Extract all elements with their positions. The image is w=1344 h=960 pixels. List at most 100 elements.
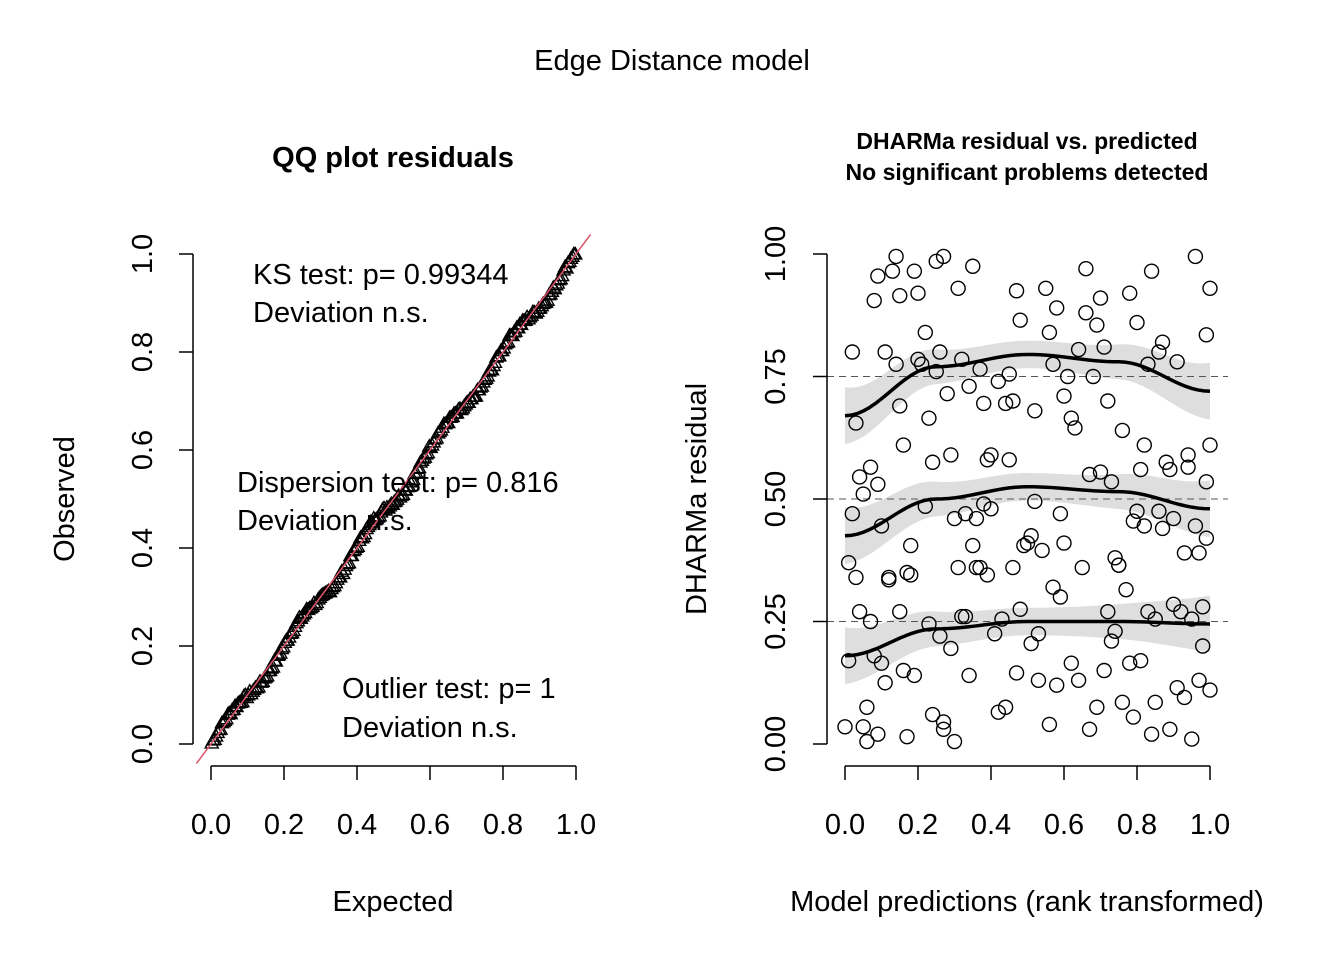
- residual-point: [979, 452, 996, 468]
- residual-point: [1125, 513, 1142, 529]
- qq-x-tick-label: 0.2: [264, 809, 304, 841]
- residual-point: [1030, 626, 1047, 642]
- residual-point: [1187, 518, 1204, 534]
- qq-y-tick-label: 0.4: [127, 528, 159, 568]
- residual-point: [892, 287, 908, 304]
- residual-point: [1169, 679, 1185, 696]
- qq-y-tick-label: 0.0: [127, 724, 159, 764]
- residual-point: [1012, 312, 1028, 328]
- residual-x-tick-label: 0.6: [1044, 809, 1084, 841]
- qq-point: [291, 609, 308, 623]
- residual-point: [1151, 503, 1167, 519]
- residual-x-tick-label: 0.2: [898, 809, 938, 841]
- residual-point: [1078, 305, 1094, 321]
- residual-x-tick-label: 0.8: [1117, 809, 1157, 841]
- quantile-curve: [844, 484, 1211, 538]
- qq-point: [212, 721, 229, 735]
- figure-title: Edge Distance model: [534, 45, 810, 77]
- residual-point: [997, 395, 1014, 412]
- residual-point: [1001, 366, 1017, 382]
- residual-point: [1114, 694, 1131, 711]
- residual-point: [1154, 334, 1171, 350]
- residual-points: [837, 248, 1218, 750]
- residual-point: [950, 559, 966, 576]
- residual-y-tick-label: 1.00: [760, 226, 792, 282]
- residual-point: [1169, 354, 1185, 370]
- residual-point: [1074, 559, 1090, 576]
- qq-y-tick-label: 0.6: [127, 430, 159, 470]
- residual-point: [1107, 550, 1123, 566]
- outlier-test-annotation: Outlier test: p= 1 Deviation n.s.: [342, 673, 556, 744]
- residual-point: [968, 510, 985, 527]
- residual-point: [1114, 422, 1131, 439]
- residual-point: [1008, 283, 1025, 299]
- residual-point: [1132, 461, 1149, 478]
- residual-point: [870, 476, 886, 492]
- residual-point: [1111, 557, 1127, 573]
- residual-point: [1202, 280, 1218, 296]
- residual-point: [1176, 545, 1193, 561]
- residual-point: [899, 564, 915, 581]
- residual-point: [1063, 410, 1080, 426]
- residual-point: [994, 611, 1010, 627]
- residual-point: [1103, 633, 1120, 649]
- residual-point: [1162, 721, 1178, 737]
- dispersion-test-line1: Dispersion test: p= 0.816: [237, 467, 559, 499]
- residual-point: [1063, 655, 1080, 671]
- residual-point: [903, 537, 919, 554]
- residual-point: [1041, 716, 1058, 733]
- residual-point: [1194, 599, 1211, 615]
- residual-point: [961, 667, 977, 684]
- residual-point: [943, 447, 959, 463]
- residual-point: [1081, 466, 1098, 483]
- residual-point: [1056, 388, 1072, 404]
- dispersion-test-annotation: Dispersion test: p= 0.816 Deviation n.s.: [237, 467, 559, 537]
- qq-point: [214, 714, 230, 729]
- quantile-curve: [844, 352, 1211, 418]
- residual-point: [1194, 638, 1211, 654]
- residual-point: [1005, 393, 1021, 409]
- residual-axes: 0.0 0.2 0.4 0.6 0.8 1.0 0.00 0.25 0.50 0.75 1.00: [760, 226, 1230, 841]
- residual-point: [1005, 559, 1021, 576]
- ks-test-line2: Deviation n.s.: [253, 297, 429, 329]
- residual-point: [1151, 344, 1167, 360]
- residual-point: [1052, 589, 1069, 605]
- residual-point: [965, 258, 981, 274]
- residual-point: [1173, 604, 1189, 620]
- residual-point: [976, 395, 992, 412]
- residual-point: [844, 506, 860, 522]
- qq-x-tick-label: 0.0: [191, 809, 231, 841]
- residual-point: [1048, 300, 1065, 316]
- quantile-curves: [844, 352, 1211, 658]
- residual-point: [910, 351, 926, 368]
- residual-point: [965, 537, 981, 554]
- residual-point: [1081, 721, 1098, 737]
- residual-x-tick-label: 1.0: [1190, 809, 1230, 841]
- qq-y-tick-label: 0.8: [127, 332, 159, 372]
- residual-point: [870, 726, 886, 742]
- residual-point: [1027, 493, 1043, 510]
- residual-point: [1067, 420, 1083, 436]
- residual-y-tick-label: 0.75: [760, 348, 792, 404]
- residual-point: [1001, 452, 1017, 468]
- residual-point: [932, 344, 948, 360]
- residual-point: [840, 653, 857, 669]
- qq-xlabel: Expected: [333, 886, 454, 918]
- residual-point: [972, 559, 988, 576]
- qq-point: [316, 585, 332, 600]
- residual-point: [957, 608, 974, 625]
- residual-point: [851, 469, 868, 485]
- quantile-curve: [844, 619, 1211, 658]
- residual-point: [1143, 726, 1160, 742]
- residual-point: [921, 410, 937, 426]
- residual-point: [1096, 339, 1112, 355]
- residual-point: [859, 699, 875, 715]
- residual-point: [877, 344, 893, 360]
- residual-point: [1132, 653, 1149, 669]
- residual-point: [968, 559, 985, 576]
- residual-point: [935, 248, 952, 265]
- qq-x-tick-label: 0.6: [410, 809, 450, 841]
- residual-point: [903, 567, 919, 583]
- residual-xlabel: Model predictions (rank transformed): [790, 886, 1264, 918]
- residual-point: [1070, 672, 1087, 688]
